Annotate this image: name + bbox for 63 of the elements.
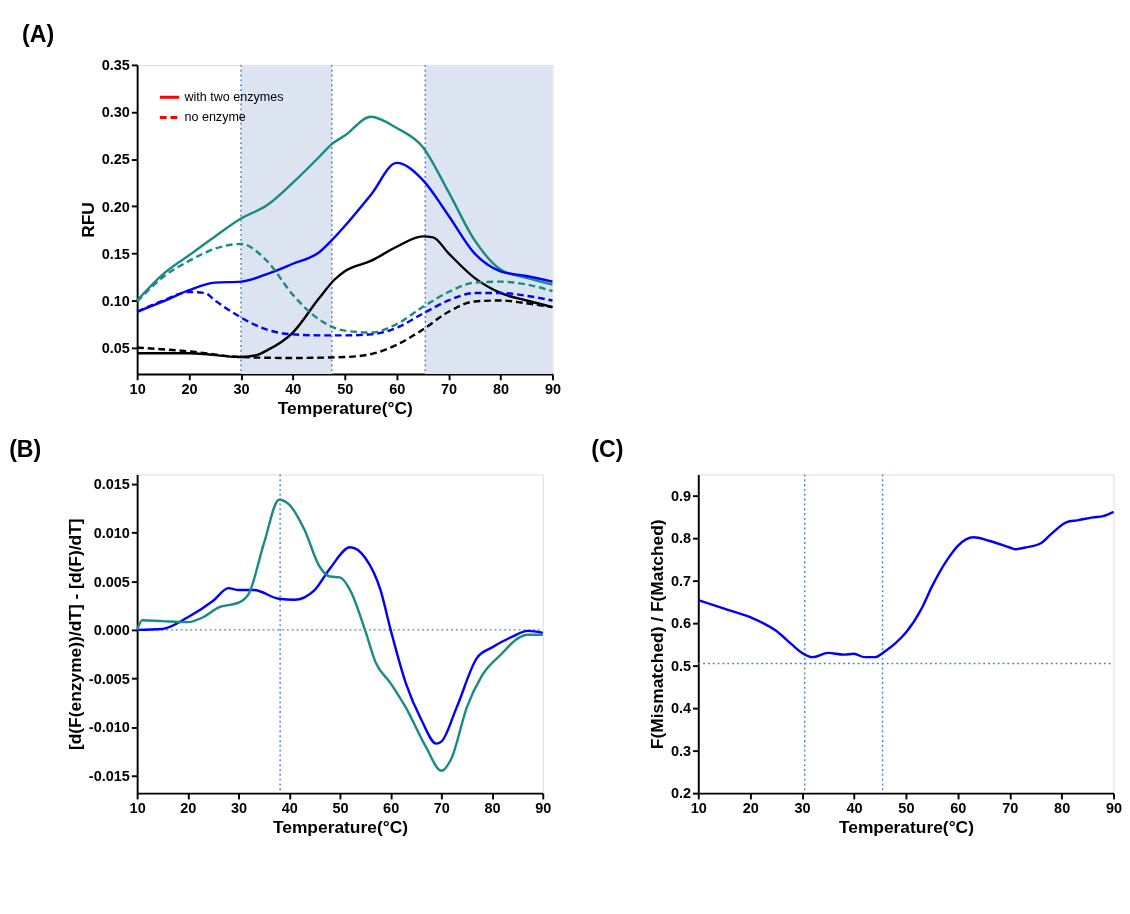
x-tick-label: 30 xyxy=(230,799,248,816)
chart-title: (B) xyxy=(9,436,42,463)
y-tick-label: 0.15 xyxy=(101,245,130,262)
x-tick-label: 40 xyxy=(281,799,298,816)
y-tick-label: 0.5 xyxy=(670,657,692,674)
x-tick-label: 60 xyxy=(950,799,967,816)
y-tick-label: 0.000 xyxy=(93,622,130,639)
chart-title: (A) xyxy=(22,20,55,47)
y-tick-label: 0.010 xyxy=(93,525,130,542)
x-tick-label: 70 xyxy=(1002,799,1019,816)
line-series xyxy=(697,510,1115,659)
y-tick-label: 0.2 xyxy=(670,785,692,802)
x-tick-label: 10 xyxy=(129,799,146,816)
y-axis-title: RFU xyxy=(77,202,98,238)
y-tick-label: 0.25 xyxy=(101,151,130,168)
y-tick-label: 0.015 xyxy=(93,476,130,493)
x-tick-label: 60 xyxy=(383,799,400,816)
y-tick-label: 0.20 xyxy=(101,198,130,215)
y-tick-label: 0.4 xyxy=(670,700,692,717)
x-tick-label: 60 xyxy=(389,380,406,397)
y-tick-label: 0.05 xyxy=(101,339,130,356)
x-tick-label: 10 xyxy=(129,380,146,397)
x-tick-label: 90 xyxy=(1106,799,1123,816)
x-tick-label: 70 xyxy=(441,380,458,397)
y-tick-label: -0.010 xyxy=(88,719,130,736)
y-tick-label: 0.3 xyxy=(670,742,692,759)
x-tick-label: 50 xyxy=(898,799,915,816)
y-axis-title: F(Mismatched) / F(Matched) xyxy=(647,519,668,750)
y-tick-label: 0.8 xyxy=(670,530,692,547)
y-axis-title: [d(F(enzyme))/dT] - [d(F)/dT] xyxy=(65,518,86,751)
y-tick-label: 0.30 xyxy=(101,104,130,121)
y-tick-label: 0.35 xyxy=(101,57,130,74)
chart-title: (C) xyxy=(591,436,624,463)
x-tick-label: 20 xyxy=(180,799,197,816)
x-tick-label: 20 xyxy=(742,799,759,816)
x-tick-label: 70 xyxy=(433,799,450,816)
x-tick-label: 50 xyxy=(332,799,349,816)
legend-label: with two enzymes xyxy=(183,90,284,105)
legend-label: no enzyme xyxy=(184,110,246,125)
x-axis-title: Temperature(°C) xyxy=(272,817,408,838)
y-tick-label: -0.005 xyxy=(88,670,130,687)
x-tick-label: 80 xyxy=(1054,799,1071,816)
y-tick-label: 0.7 xyxy=(670,572,692,589)
x-tick-label: 90 xyxy=(535,799,552,816)
y-tick-label: 0.6 xyxy=(670,615,692,632)
x-tick-label: 30 xyxy=(233,380,250,397)
x-tick-label: 50 xyxy=(337,380,354,397)
y-tick-label: 0.005 xyxy=(93,573,130,590)
line-series xyxy=(135,498,544,773)
x-tick-label: 80 xyxy=(484,799,501,816)
x-tick-label: 40 xyxy=(285,380,302,397)
x-tick-label: 20 xyxy=(181,380,198,397)
y-tick-label: 0.10 xyxy=(101,292,130,309)
x-tick-label: 40 xyxy=(846,799,863,816)
x-axis-title: Temperature(°C) xyxy=(838,817,974,838)
x-tick-label: 10 xyxy=(690,799,707,816)
x-tick-label: 80 xyxy=(492,380,510,397)
y-tick-label: -0.015 xyxy=(88,767,130,784)
x-tick-label: 90 xyxy=(544,380,561,397)
x-tick-label: 30 xyxy=(794,799,811,816)
x-axis-title: Temperature(°C) xyxy=(277,398,413,419)
line-series xyxy=(135,546,544,745)
y-tick-label: 0.9 xyxy=(670,487,692,504)
